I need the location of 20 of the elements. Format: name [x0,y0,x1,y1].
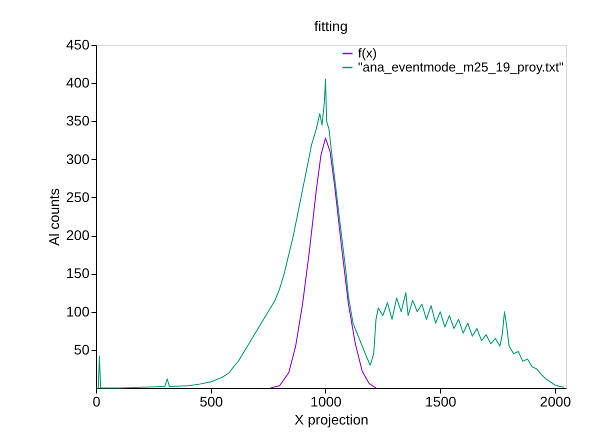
y-tick-label: 450 [66,36,90,52]
x-axis-title: X projection [294,412,368,428]
y-tick-label: 150 [66,265,90,282]
y-tick-label: 400 [66,74,90,91]
y-tick-label: 250 [66,188,90,205]
y-axis-title: Al counts [46,188,62,246]
chart-title: fitting [314,18,348,34]
x-tick-label: 1500 [425,394,457,410]
y-tick-label: 200 [66,227,90,244]
x-tick-label: 500 [200,394,224,410]
legend-label: f(x) [358,46,377,60]
x-tick-label: 1000 [310,394,342,410]
legend-label: "ana_eventmode_m25_19_proy.txt" [358,60,564,74]
x-tick-label: 2000 [540,394,572,410]
y-tick-label: 50 [74,341,90,358]
line-series [270,137,376,388]
x-tick-label: 0 [92,394,101,410]
y-tick-label: 350 [66,112,90,129]
y-tick-label: 100 [66,303,90,320]
y-tick-label: 300 [66,150,90,167]
